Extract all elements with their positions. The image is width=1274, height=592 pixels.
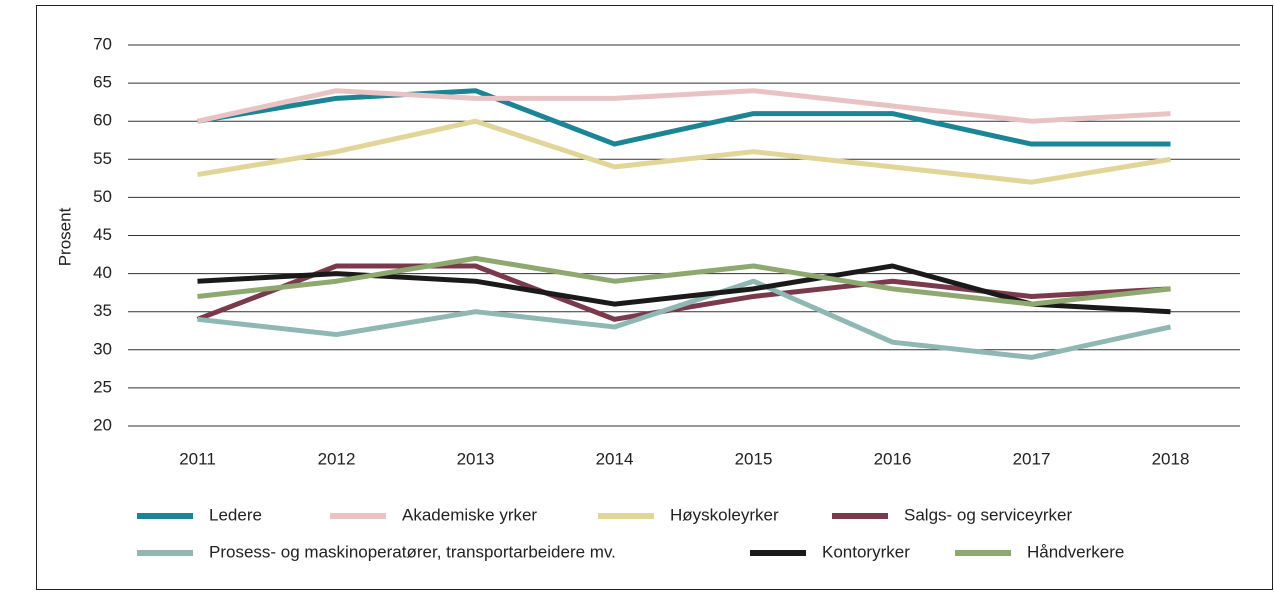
x-tick-label: 2015 — [735, 449, 773, 468]
y-tick-label: 55 — [93, 149, 112, 168]
x-tick-label: 2016 — [874, 449, 912, 468]
x-tick-label: 2013 — [457, 449, 495, 468]
series-line — [197, 118, 1171, 185]
frame — [36, 5, 1273, 590]
y-tick-label: 45 — [93, 225, 112, 244]
legend-label: Høyskoleyrker — [670, 505, 779, 524]
series-line — [197, 88, 1171, 147]
x-tick-label: 2018 — [1152, 449, 1190, 468]
y-tick-label: 70 — [93, 34, 112, 53]
series-line — [197, 278, 1172, 360]
y-tick-label: 50 — [93, 187, 112, 206]
legend-label: Prosess- og maskinoperatører, transporta… — [209, 542, 616, 561]
y-tick-label: 20 — [93, 415, 112, 434]
y-tick-label: 40 — [93, 263, 112, 282]
y-tick-label: 30 — [93, 339, 112, 358]
y-tick-label: 65 — [93, 73, 112, 92]
series-line — [196, 263, 1171, 322]
y-tick-label: 25 — [93, 377, 112, 396]
legend-label: Akademiske yrker — [402, 505, 537, 524]
y-tick-label: 60 — [93, 111, 112, 130]
y-axis-label: Prosent — [55, 207, 74, 266]
series-line — [197, 255, 1171, 307]
x-tick-label: 2014 — [596, 449, 634, 468]
series-line — [197, 263, 1171, 315]
x-tick-label: 2011 — [179, 449, 216, 468]
y-tick-label: 35 — [93, 301, 112, 320]
legend-label: Kontoryrker — [822, 542, 910, 561]
legend-label: Ledere — [209, 505, 262, 524]
legend-label: Salgs- og serviceyrker — [904, 505, 1073, 524]
x-tick-label: 2017 — [1013, 449, 1051, 468]
x-tick-label: 2012 — [318, 449, 356, 468]
series-line — [196, 88, 1171, 124]
legend-label: Håndverkere — [1027, 542, 1124, 561]
